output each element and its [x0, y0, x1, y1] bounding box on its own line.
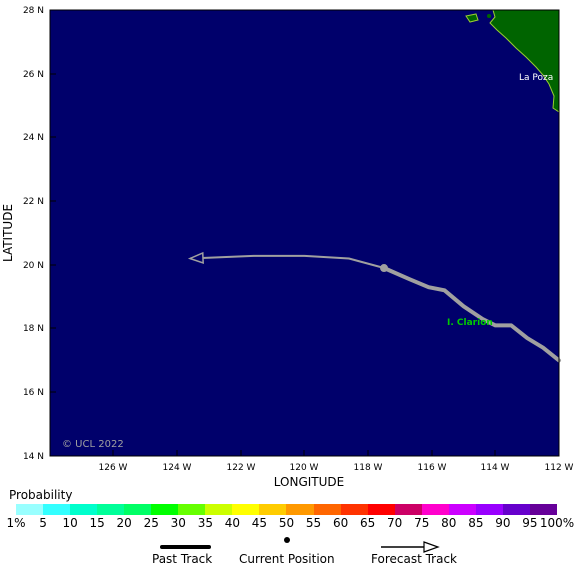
map-figure: La Poza I. Clarion © UCL 2022 28 N 26 N … [1, 6, 574, 489]
legend-past-track-swatch [160, 545, 211, 549]
legend-current-position-dot [284, 537, 290, 543]
place-label-i-clarion: I. Clarion [447, 318, 493, 328]
lon-tick-label: 126 W [99, 463, 128, 473]
place-label-la-poza: La Poza [519, 73, 553, 83]
probability-label: 10 [62, 516, 78, 530]
probability-swatch [178, 504, 206, 515]
probability-label: 100% [539, 516, 575, 530]
island [465, 13, 479, 23]
probability-swatch [448, 504, 476, 515]
probability-swatch [151, 504, 179, 515]
probability-swatch [340, 504, 368, 515]
probability-label: 5 [39, 516, 47, 530]
probability-scale-labels: 1% 5 10 15 20 25 30 35 40 45 50 55 60 65 70 75 80 85 90 95 1… [0, 516, 580, 530]
lon-tick-label: 124 W [163, 463, 192, 473]
lon-tick-label: 114 W [481, 463, 510, 473]
probability-label: 1% [6, 516, 26, 530]
probability-label: 20 [116, 516, 132, 530]
lon-tick-label: 116 W [418, 463, 447, 473]
lat-tick-label: 28 N [23, 6, 44, 16]
probability-label: 75 [414, 516, 430, 530]
lat-tick-label: 18 N [23, 324, 44, 334]
probability-swatch [124, 504, 152, 515]
probability-label: 45 [251, 516, 268, 530]
copyright-text: © UCL 2022 [62, 439, 124, 450]
lon-tick-label: 122 W [227, 463, 256, 473]
probability-swatch [232, 504, 260, 515]
past-track-line [382, 266, 561, 363]
probability-label: 30 [170, 516, 186, 530]
legend-current-position-label: Current Position [239, 552, 335, 566]
probability-swatch [529, 504, 557, 515]
island [487, 14, 491, 18]
probability-swatch [502, 504, 530, 515]
probability-label: 70 [387, 516, 403, 530]
track-layer [187, 251, 561, 363]
probability-label: 80 [441, 516, 457, 530]
probability-label: 95 [522, 516, 538, 530]
probability-label: 60 [332, 516, 349, 530]
forecast-arrow-head [187, 251, 204, 265]
probability-color-bar [16, 504, 557, 515]
probability-swatch [421, 504, 449, 515]
probability-swatch [16, 504, 44, 515]
legend-past-track-label: Past Track [152, 552, 213, 566]
lat-tick-label: 24 N [23, 133, 44, 143]
probability-swatch [286, 504, 314, 515]
probability-label: 65 [360, 516, 376, 530]
probability-label: 15 [89, 516, 105, 530]
probability-swatch [313, 504, 341, 515]
probability-title: Probability [9, 488, 73, 502]
lon-tick-label: 112 W [545, 463, 574, 473]
probability-label: 35 [197, 516, 213, 530]
ocean-area [50, 10, 559, 456]
current-position-marker [380, 264, 389, 273]
probability-swatch [394, 504, 422, 515]
probability-label: 90 [495, 516, 511, 530]
probability-swatch [205, 504, 233, 515]
probability-swatch [259, 504, 287, 515]
lat-tick-label: 26 N [23, 70, 44, 80]
probability-label: 40 [224, 516, 241, 530]
land-mass [489, 9, 560, 113]
probability-label: 55 [305, 516, 322, 530]
y-axis-title: LATITUDE [1, 204, 15, 262]
probability-label: 25 [143, 516, 159, 530]
probability-swatch [475, 504, 503, 515]
y-axis: 28 N 26 N 24 N 22 N 20 N 18 N 16 N 14 N [23, 6, 56, 462]
lon-tick-label: 120 W [290, 463, 319, 473]
probability-swatch [43, 504, 71, 515]
legend-forecast-track-label: Forecast Track [371, 552, 457, 566]
probability-swatch [70, 504, 98, 515]
legend-forecast-track-arrow [381, 541, 440, 553]
lon-tick-label: 118 W [354, 463, 383, 473]
forecast-track-line [189, 254, 385, 269]
lat-tick-label: 16 N [23, 388, 44, 398]
x-axis-title: LONGITUDE [274, 475, 344, 489]
lat-tick-label: 22 N [23, 197, 44, 207]
x-axis: 126 W 124 W 122 W 120 W 118 W 116 W 114 … [99, 450, 574, 473]
probability-swatch [97, 504, 125, 515]
lat-tick-label: 14 N [23, 452, 44, 462]
probability-swatch [367, 504, 395, 515]
probability-label: 50 [278, 516, 295, 530]
lat-tick-label: 20 N [23, 261, 44, 271]
probability-label: 85 [468, 516, 484, 530]
